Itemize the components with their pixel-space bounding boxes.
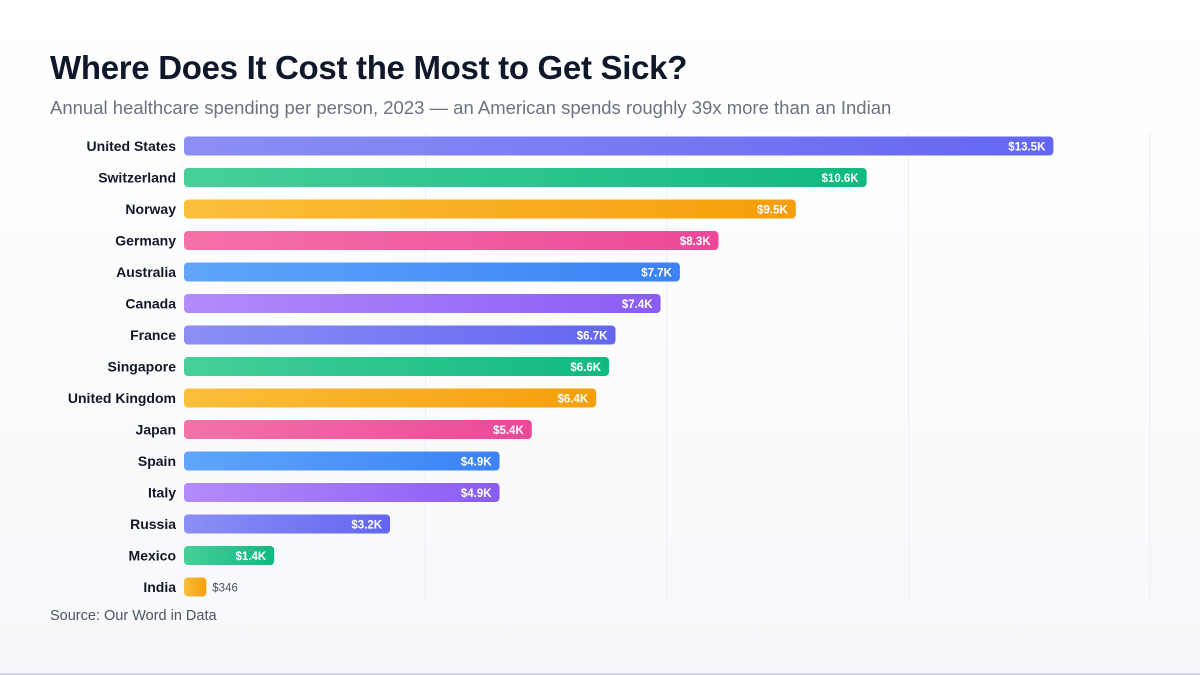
category-label: Italy	[148, 485, 176, 501]
value-label: $7.7K	[641, 268, 672, 280]
category-label: Spain	[138, 453, 176, 469]
category-label: Mexico	[129, 548, 176, 564]
bottom-divider	[0, 673, 1200, 675]
bar	[184, 262, 680, 282]
bar	[184, 136, 1054, 156]
bar	[184, 294, 661, 313]
chart-title: Where Does It Cost the Most to Get Sick?	[50, 49, 688, 86]
value-label: $6.7K	[577, 331, 608, 343]
category-label: India	[143, 579, 176, 595]
value-label: $4.9K	[461, 457, 492, 469]
category-label: Norway	[125, 201, 176, 217]
chart-subtitle: Annual healthcare spending per person, 2…	[50, 97, 892, 118]
value-label: $5.4K	[493, 425, 524, 437]
bar	[184, 514, 391, 534]
value-label: $1.4K	[235, 551, 266, 563]
category-label: Canada	[125, 296, 176, 312]
value-label: $7.4K	[622, 299, 653, 311]
bar	[184, 546, 275, 565]
bars: United States $13.5K Switzerland $10.6K Norw…	[68, 136, 1054, 597]
bar	[184, 483, 500, 502]
bar	[184, 168, 867, 187]
bar	[184, 577, 207, 597]
value-label: $6.6K	[570, 362, 601, 374]
value-label: $10.6K	[822, 173, 860, 185]
bar	[184, 388, 597, 408]
category-label: Japan	[136, 422, 176, 438]
category-label: Singapore	[108, 359, 177, 375]
value-label: $13.5K	[1008, 142, 1046, 154]
bar	[184, 451, 500, 471]
bar	[184, 325, 616, 345]
bar	[184, 199, 796, 219]
category-label: Australia	[116, 264, 176, 280]
value-label: $346	[212, 583, 238, 595]
value-label: $9.5K	[757, 205, 788, 217]
bar	[184, 357, 610, 376]
category-label: United Kingdom	[68, 390, 176, 406]
value-label: $8.3K	[680, 236, 711, 248]
category-label: Switzerland	[98, 170, 176, 186]
category-label: Germany	[115, 233, 176, 249]
bar	[184, 420, 532, 439]
value-label: $6.4K	[557, 394, 588, 406]
source-note: Source: Our Word in Data	[50, 608, 217, 624]
category-label: France	[130, 327, 176, 343]
value-label: $4.9K	[461, 488, 492, 500]
category-label: United States	[87, 138, 177, 154]
category-label: Russia	[130, 516, 176, 532]
bar	[184, 231, 719, 250]
value-label: $3.2K	[351, 520, 382, 532]
